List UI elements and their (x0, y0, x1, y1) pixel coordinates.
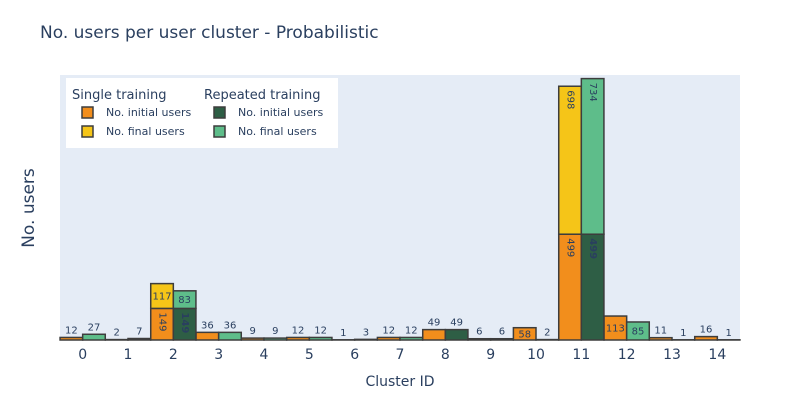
data-label: 9 (272, 326, 278, 337)
x-tick-label: 11 (572, 347, 590, 363)
bar (648, 336, 673, 341)
data-label: 1 (680, 328, 686, 339)
data-label: 49 (450, 318, 463, 329)
bar (444, 328, 469, 341)
data-label: 16 (700, 325, 713, 336)
legend-swatch[interactable] (213, 125, 226, 138)
data-label: 2 (114, 328, 120, 339)
data-label: 12 (405, 325, 418, 336)
data-label: 36 (201, 320, 214, 331)
x-tick-label: 0 (78, 347, 87, 363)
data-label: 6 (476, 327, 482, 338)
x-tick-label: 1 (124, 347, 133, 363)
legend: Single training No. initial users No. fina… (66, 78, 338, 148)
data-label: 3 (363, 327, 369, 338)
data-label: 12 (65, 325, 78, 336)
legend-group-title: Single training (72, 88, 166, 103)
legend-swatch[interactable] (81, 125, 94, 138)
data-label: 149 (179, 312, 190, 333)
data-label: 9 (250, 326, 256, 337)
data-label: 83 (178, 295, 191, 306)
bar (376, 336, 401, 341)
bar (172, 290, 197, 310)
bar (81, 333, 107, 341)
data-label: 117 (152, 292, 171, 303)
data-label: 734 (587, 83, 598, 102)
data-label: 499 (565, 238, 576, 257)
x-tick-label: 3 (214, 347, 223, 363)
x-tick-label: 6 (350, 347, 359, 363)
legend-item-label[interactable]: No. final users (106, 125, 185, 138)
data-label: 7 (136, 327, 142, 338)
chart-title: No. users per user cluster - Probabilist… (40, 23, 379, 43)
x-tick-label: 14 (708, 347, 726, 363)
bar (512, 326, 537, 341)
legend-item-label[interactable]: No. initial users (238, 106, 323, 119)
bar (467, 337, 492, 341)
x-tick-label: 9 (486, 347, 495, 363)
x-tick-label: 8 (441, 347, 450, 363)
bar (421, 328, 447, 341)
y-axis-title: No. users (19, 168, 39, 248)
x-tick-label: 13 (663, 347, 681, 363)
bar (399, 336, 424, 341)
x-tick-label: 12 (618, 347, 636, 363)
bar (285, 336, 311, 341)
data-label: 49 (428, 318, 441, 329)
data-label: 113 (606, 324, 625, 335)
bar (195, 331, 220, 341)
legend-group-title: Repeated training (204, 88, 321, 103)
data-label: 12 (314, 325, 327, 336)
x-tick-label: 2 (169, 347, 178, 363)
bar (353, 338, 379, 341)
bar (489, 337, 515, 341)
x-tick-label: 4 (260, 347, 269, 363)
bar (580, 77, 605, 235)
data-label: 1 (725, 328, 731, 339)
bar (59, 336, 84, 341)
x-tick-labels: 0 1 2 3 4 5 6 7 8 9 10 11 12 13 14 (78, 347, 726, 363)
x-tick-label: 10 (527, 347, 545, 363)
bar (693, 335, 719, 341)
x-tick-label: 5 (305, 347, 314, 363)
legend-swatch[interactable] (213, 106, 226, 119)
data-label: 149 (157, 312, 168, 331)
data-label: 12 (382, 325, 395, 336)
data-label: 499 (587, 238, 598, 259)
data-label: 12 (292, 325, 305, 336)
data-label: 36 (224, 320, 237, 331)
data-label: 58 (518, 329, 531, 340)
bar (127, 337, 152, 341)
data-label: 698 (565, 90, 576, 109)
bar (308, 336, 333, 341)
data-label: 1 (340, 328, 346, 339)
legend-item-label[interactable]: No. final users (238, 125, 317, 138)
legend-swatch[interactable] (81, 106, 94, 119)
x-tick-label: 7 (396, 347, 405, 363)
data-label: 85 (632, 326, 645, 337)
bar (625, 321, 651, 341)
legend-item-label[interactable]: No. initial users (106, 106, 191, 119)
x-axis-title: Cluster ID (365, 374, 434, 390)
bar (263, 337, 288, 341)
data-label: 11 (654, 326, 667, 337)
bars-layer (59, 77, 741, 341)
bar (217, 331, 243, 341)
data-label: 27 (88, 322, 101, 333)
data-label: 6 (499, 327, 505, 338)
data-label: 2 (544, 328, 550, 339)
legend-background (66, 78, 338, 148)
bar (240, 337, 265, 341)
